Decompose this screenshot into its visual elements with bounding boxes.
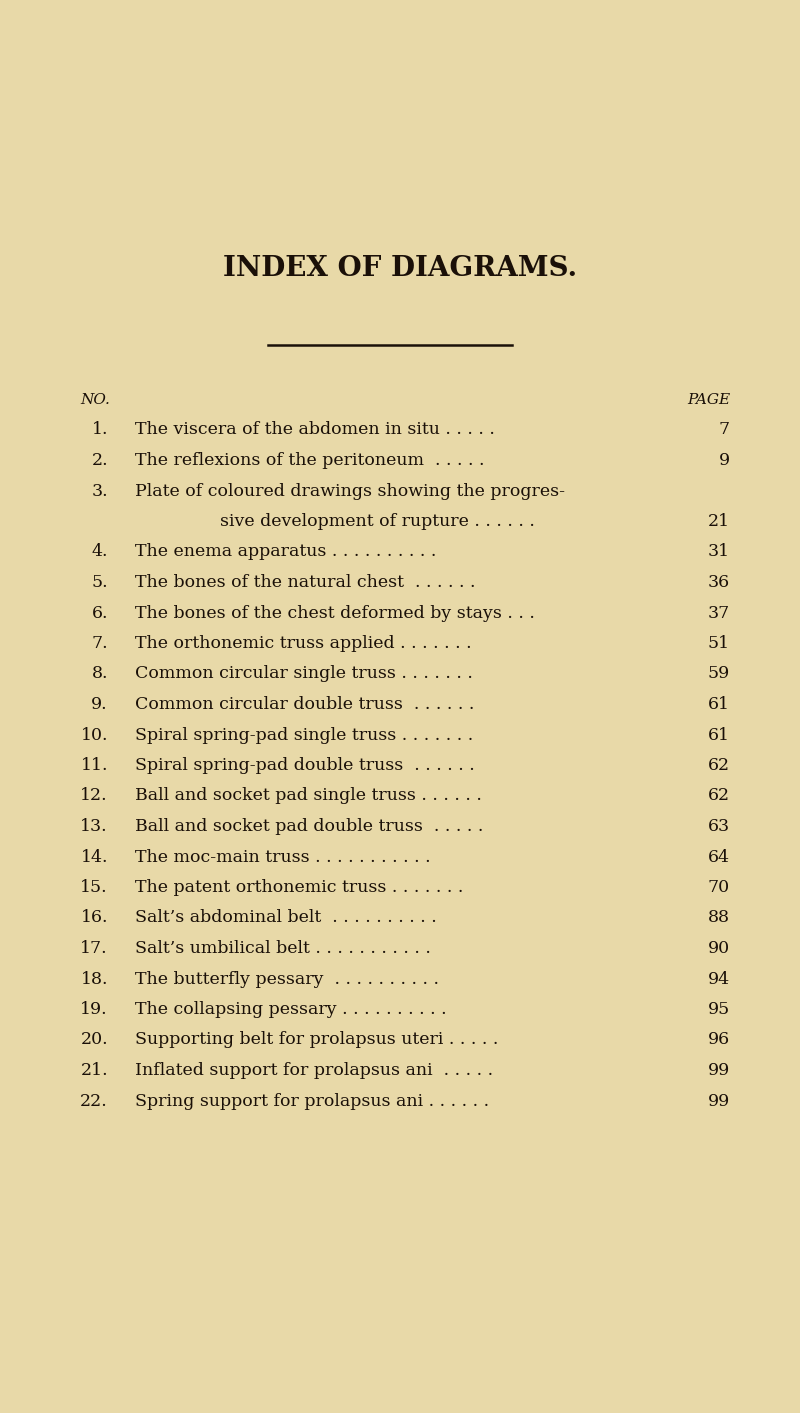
Text: 88: 88 [708, 910, 730, 927]
Text: 90: 90 [708, 940, 730, 957]
Text: The collapsing pessary . . . . . . . . . .: The collapsing pessary . . . . . . . . .… [135, 1000, 446, 1017]
Text: 8.: 8. [91, 666, 108, 682]
Text: 63: 63 [708, 818, 730, 835]
Text: 96: 96 [708, 1031, 730, 1048]
Text: 2.: 2. [91, 452, 108, 469]
Text: 20.: 20. [80, 1031, 108, 1048]
Text: 62: 62 [708, 787, 730, 804]
Text: INDEX OF DIAGRAMS.: INDEX OF DIAGRAMS. [223, 254, 577, 281]
Text: 99: 99 [708, 1063, 730, 1080]
Text: 13.: 13. [80, 818, 108, 835]
Text: Salt’s abdominal belt  . . . . . . . . . .: Salt’s abdominal belt . . . . . . . . . … [135, 910, 437, 927]
Text: Inflated support for prolapsus ani  . . . . .: Inflated support for prolapsus ani . . .… [135, 1063, 493, 1080]
Text: Spiral spring-pad double truss  . . . . . .: Spiral spring-pad double truss . . . . .… [135, 757, 474, 774]
Text: 3.: 3. [91, 482, 108, 500]
Text: 9: 9 [719, 452, 730, 469]
Text: 4.: 4. [91, 544, 108, 561]
Text: Ball and socket pad single truss . . . . . .: Ball and socket pad single truss . . . .… [135, 787, 482, 804]
Text: The viscera of the abdomen in situ . . . . .: The viscera of the abdomen in situ . . .… [135, 421, 495, 438]
Text: 18.: 18. [81, 971, 108, 988]
Text: 61: 61 [708, 697, 730, 714]
Text: 62: 62 [708, 757, 730, 774]
Text: The patent orthonemic truss . . . . . . .: The patent orthonemic truss . . . . . . … [135, 879, 463, 896]
Text: 36: 36 [708, 574, 730, 591]
Text: 7: 7 [719, 421, 730, 438]
Text: Supporting belt for prolapsus uteri . . . . .: Supporting belt for prolapsus uteri . . … [135, 1031, 498, 1048]
Text: The bones of the chest deformed by stays . . .: The bones of the chest deformed by stays… [135, 605, 535, 622]
Text: Salt’s umbilical belt . . . . . . . . . . .: Salt’s umbilical belt . . . . . . . . . … [135, 940, 431, 957]
Text: Plate of coloured drawings showing the progres-: Plate of coloured drawings showing the p… [135, 482, 565, 500]
Text: 21: 21 [708, 513, 730, 530]
Text: The moc-main truss . . . . . . . . . . .: The moc-main truss . . . . . . . . . . . [135, 848, 430, 866]
Text: 11.: 11. [81, 757, 108, 774]
Text: 37: 37 [708, 605, 730, 622]
Text: 9.: 9. [91, 697, 108, 714]
Text: The butterfly pessary  . . . . . . . . . .: The butterfly pessary . . . . . . . . . … [135, 971, 439, 988]
Text: 22.: 22. [80, 1092, 108, 1109]
Text: The reflexions of the peritoneum  . . . . .: The reflexions of the peritoneum . . . .… [135, 452, 485, 469]
Text: 7.: 7. [91, 634, 108, 651]
Text: 31: 31 [708, 544, 730, 561]
Text: 6.: 6. [91, 605, 108, 622]
Text: 61: 61 [708, 726, 730, 743]
Text: PAGE: PAGE [687, 393, 730, 407]
Text: 14.: 14. [81, 848, 108, 866]
Text: 59: 59 [708, 666, 730, 682]
Text: Common circular single truss . . . . . . .: Common circular single truss . . . . . .… [135, 666, 473, 682]
Text: Spring support for prolapsus ani . . . . . .: Spring support for prolapsus ani . . . .… [135, 1092, 489, 1109]
Text: sive development of rupture . . . . . .: sive development of rupture . . . . . . [220, 513, 535, 530]
Text: 17.: 17. [80, 940, 108, 957]
Text: 15.: 15. [80, 879, 108, 896]
Text: 99: 99 [708, 1092, 730, 1109]
Text: 12.: 12. [80, 787, 108, 804]
Text: 1.: 1. [91, 421, 108, 438]
Text: Spiral spring-pad single truss . . . . . . .: Spiral spring-pad single truss . . . . .… [135, 726, 474, 743]
Text: 64: 64 [708, 848, 730, 866]
Text: Common circular double truss  . . . . . .: Common circular double truss . . . . . . [135, 697, 474, 714]
Text: 5.: 5. [91, 574, 108, 591]
Text: 95: 95 [708, 1000, 730, 1017]
Text: The orthonemic truss applied . . . . . . .: The orthonemic truss applied . . . . . .… [135, 634, 472, 651]
Text: NO.: NO. [80, 393, 110, 407]
Text: 70: 70 [708, 879, 730, 896]
Text: The bones of the natural chest  . . . . . .: The bones of the natural chest . . . . .… [135, 574, 475, 591]
Text: 10.: 10. [81, 726, 108, 743]
Text: 51: 51 [708, 634, 730, 651]
Text: The enema apparatus . . . . . . . . . .: The enema apparatus . . . . . . . . . . [135, 544, 436, 561]
Text: 16.: 16. [81, 910, 108, 927]
Text: 94: 94 [708, 971, 730, 988]
Text: 19.: 19. [80, 1000, 108, 1017]
Text: 21.: 21. [80, 1063, 108, 1080]
Text: Ball and socket pad double truss  . . . . .: Ball and socket pad double truss . . . .… [135, 818, 483, 835]
